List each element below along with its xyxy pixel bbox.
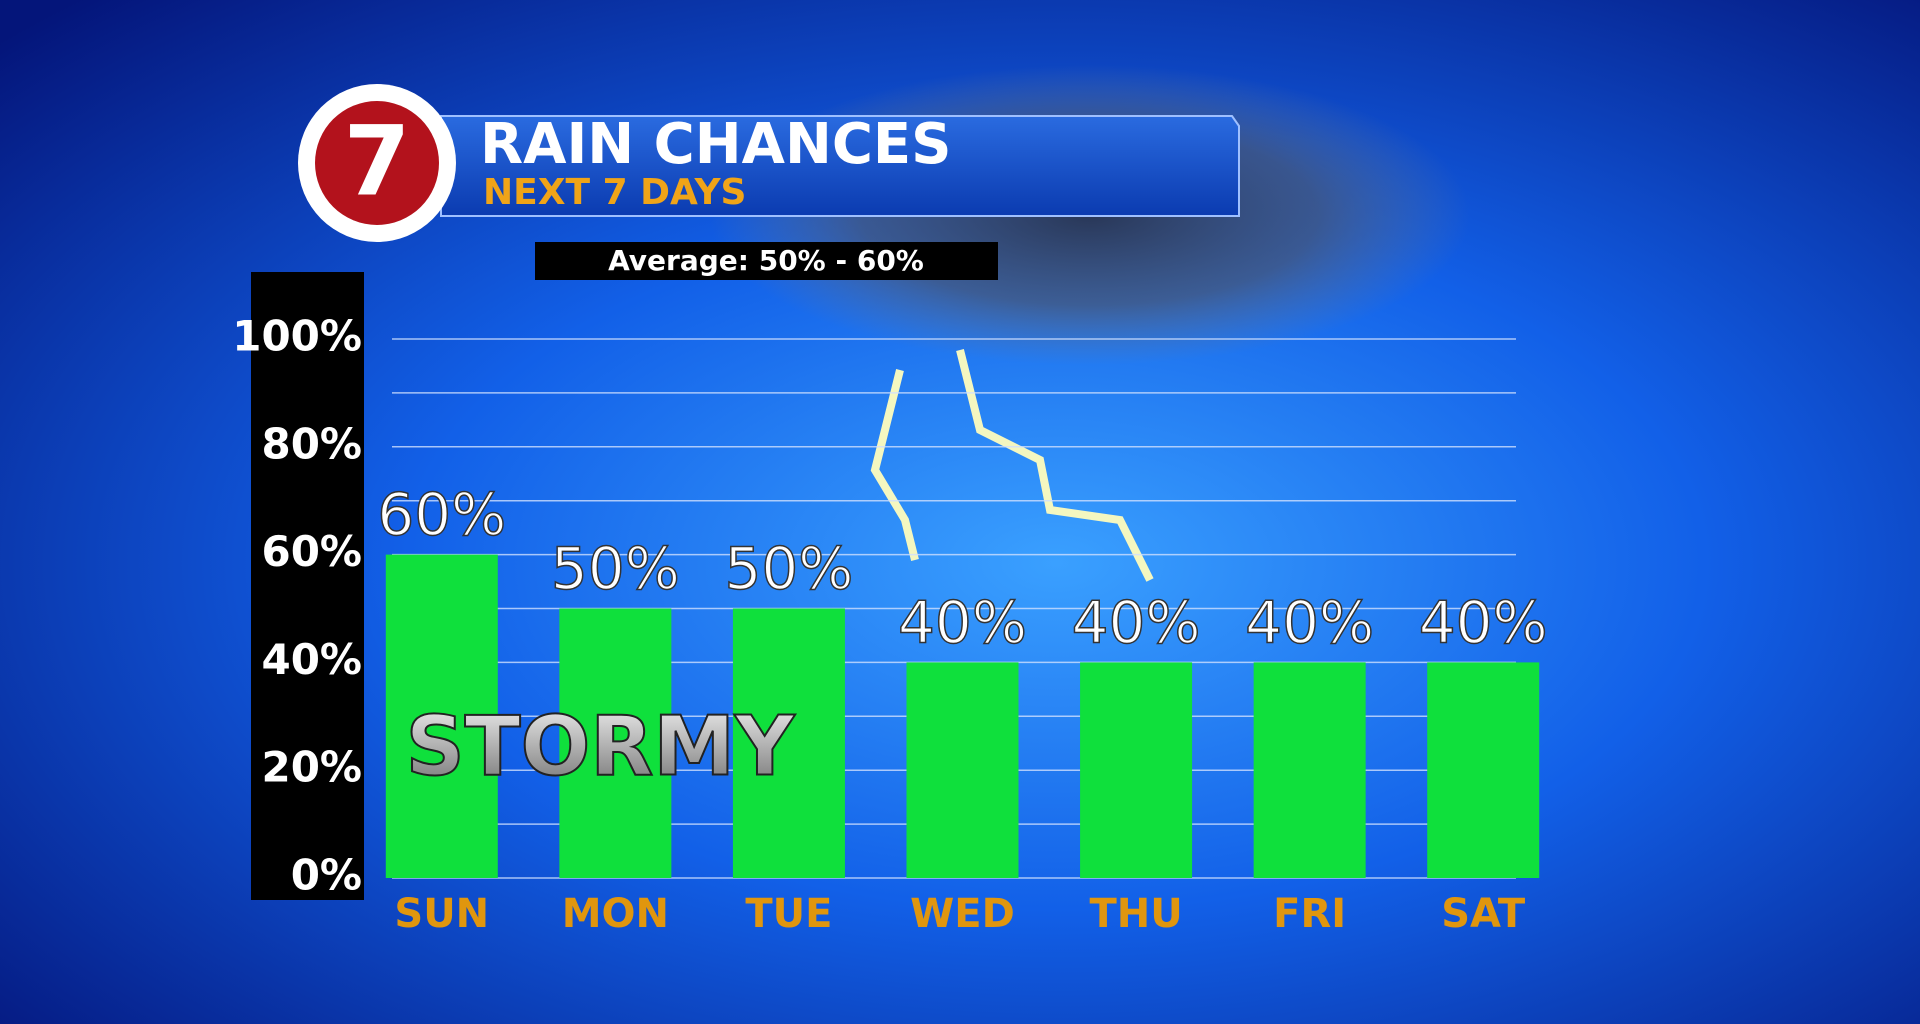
annotation: Average: 50% - 60% — [608, 244, 924, 277]
y-tick-label: 40% — [261, 635, 362, 684]
x-tick-label: THU — [1089, 891, 1182, 937]
y-tick-label: 0% — [291, 851, 362, 900]
bar — [1253, 662, 1366, 878]
bar — [1080, 662, 1193, 878]
plot: 0% 20% 40% 60% 80% 100% SUN 60% MON 50% TUE 50% WED 4… — [232, 312, 1548, 938]
y-tick-label: 80% — [261, 419, 362, 468]
bar — [559, 608, 672, 878]
x-tick-label: SUN — [394, 891, 489, 937]
logo: 7 — [344, 105, 411, 217]
lightning — [870, 369, 919, 561]
bar — [385, 554, 498, 878]
value-label: 40% — [1072, 589, 1201, 657]
bar — [906, 662, 1019, 878]
bar — [732, 608, 845, 878]
x-tick-label: TUE — [745, 891, 832, 937]
x-tick-label: SAT — [1441, 891, 1526, 937]
value-label: 50% — [724, 535, 853, 603]
value-label: 40% — [1419, 589, 1548, 657]
value-label: 40% — [898, 589, 1027, 657]
value-label: 50% — [551, 535, 680, 603]
x-tick-label: FRI — [1273, 891, 1346, 937]
chart-title: RAIN CHANCES — [480, 112, 952, 177]
x-tick-label: MON — [562, 891, 669, 937]
y-tick-label: 60% — [261, 527, 362, 576]
chart-subtitle: NEXT 7 DAYS — [483, 172, 746, 213]
annotation-box — [535, 242, 998, 280]
x-tick-label: WED — [910, 891, 1015, 937]
logo-disc — [315, 101, 439, 225]
value-label: 60% — [377, 481, 506, 549]
axis-panel — [251, 272, 364, 900]
lightning — [956, 349, 1154, 582]
value-label: 40% — [1245, 589, 1374, 657]
y-tick-label: 100% — [232, 312, 362, 361]
bar — [1427, 662, 1540, 878]
overlay-label: STORMY — [406, 699, 796, 794]
y-tick-label: 20% — [261, 743, 362, 792]
